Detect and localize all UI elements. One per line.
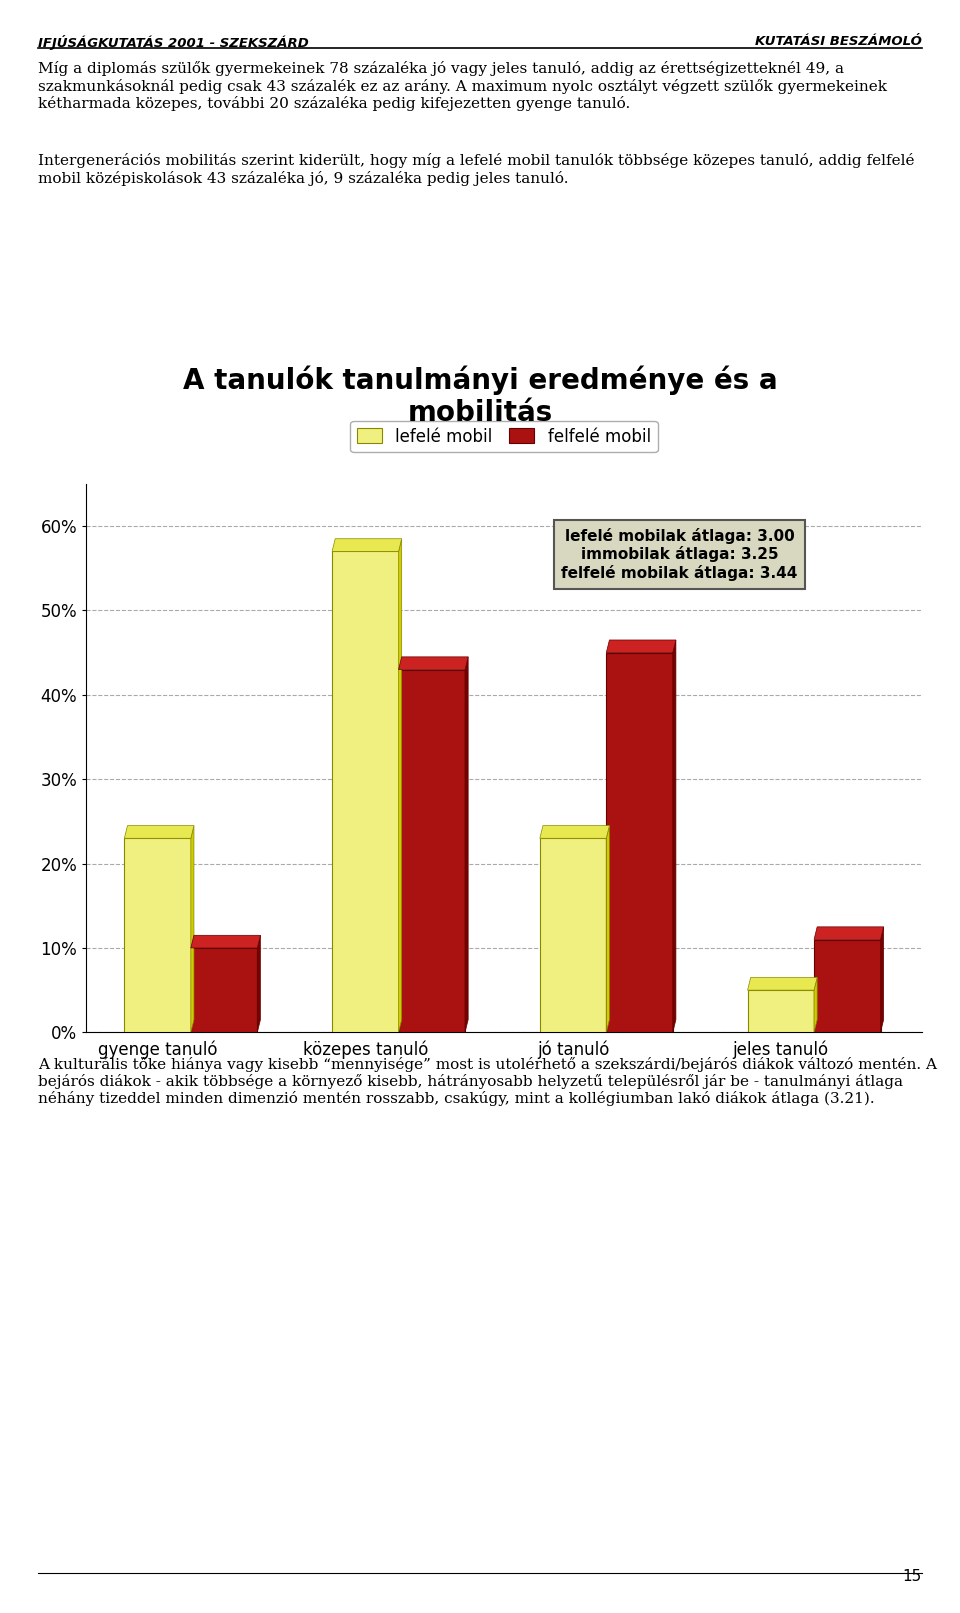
Polygon shape — [191, 826, 194, 1032]
Polygon shape — [398, 656, 468, 669]
Polygon shape — [673, 640, 676, 1032]
Text: IFJÚSÁGKUTATÁS 2001 - SZEKSZÁRD: IFJÚSÁGKUTATÁS 2001 - SZEKSZÁRD — [38, 35, 309, 50]
Polygon shape — [880, 927, 883, 1032]
Bar — [814, 939, 880, 1032]
Text: Intergenerációs mobilitás szerint kiderült, hogy míg a lefelé mobil tanulók több: Intergenerációs mobilitás szerint kiderü… — [38, 153, 915, 185]
Polygon shape — [398, 539, 401, 1032]
Text: KUTATÁSI BESZÁMOLÓ: KUTATÁSI BESZÁMOLÓ — [755, 35, 922, 48]
Polygon shape — [814, 927, 883, 939]
Text: A tanulók tanulmányi eredménye és a
mobilitás: A tanulók tanulmányi eredménye és a mobi… — [182, 366, 778, 427]
Polygon shape — [257, 936, 260, 1032]
Polygon shape — [607, 640, 676, 653]
Polygon shape — [748, 977, 817, 990]
Polygon shape — [332, 539, 401, 552]
Bar — [398, 669, 465, 1032]
Text: Míg a diplomás szülők gyermekeinek 78 százaléka jó vagy jeles tanuló, addig az é: Míg a diplomás szülők gyermekeinek 78 sz… — [38, 61, 887, 111]
Polygon shape — [191, 936, 260, 948]
Polygon shape — [540, 826, 610, 839]
Bar — [332, 552, 398, 1032]
Polygon shape — [607, 826, 610, 1032]
Text: 15: 15 — [902, 1569, 922, 1584]
Bar — [748, 990, 814, 1032]
Text: lefelé mobilak átlaga: 3.00
immobilak átlaga: 3.25
felfelé mobilak átlaga: 3.44: lefelé mobilak átlaga: 3.00 immobilak át… — [562, 527, 798, 581]
Legend: lefelé mobil, felfelé mobil: lefelé mobil, felfelé mobil — [350, 421, 658, 452]
Bar — [191, 948, 257, 1032]
Polygon shape — [465, 656, 468, 1032]
Polygon shape — [814, 977, 817, 1032]
Bar — [540, 839, 607, 1032]
Bar — [607, 653, 673, 1032]
Polygon shape — [125, 826, 194, 839]
Bar — [125, 839, 191, 1032]
Text: A kulturális tőke hiánya vagy kisebb “mennyisége” most is utolérhető a szekszárd: A kulturális tőke hiánya vagy kisebb “me… — [38, 1057, 937, 1107]
